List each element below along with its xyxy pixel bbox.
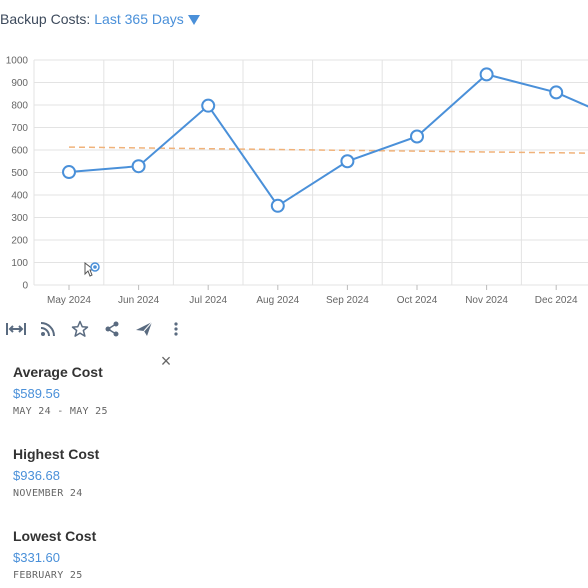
expand-icon[interactable] — [6, 319, 26, 339]
x-tick-label: May 2024 — [47, 295, 91, 306]
data-point[interactable] — [410, 129, 424, 144]
highest-cost-range: NOVEMBER 24 — [13, 488, 83, 499]
average-cost-value: $589.56 — [13, 386, 60, 401]
y-tick-label: 400 — [11, 191, 28, 202]
data-point[interactable] — [62, 165, 76, 180]
send-icon[interactable] — [134, 319, 154, 339]
mouse-cursor-icon — [84, 261, 102, 285]
chart-toolbar — [6, 318, 186, 340]
y-tick-label: 0 — [22, 281, 28, 292]
y-tick-label: 100 — [11, 258, 28, 269]
y-tick-label: 700 — [11, 123, 28, 134]
average-cost-range: MAY 24 - MAY 25 — [13, 406, 108, 417]
close-icon[interactable]: × — [160, 351, 172, 371]
x-tick-label: Aug 2024 — [256, 295, 299, 306]
average-cost-stat: Average Cost $589.56 MAY 24 - MAY 25 — [13, 364, 108, 417]
header-title: Backup Costs: — [0, 11, 91, 27]
data-point[interactable] — [340, 154, 355, 169]
data-point[interactable] — [270, 198, 285, 213]
share-icon[interactable] — [102, 319, 122, 339]
y-tick-label: 1000 — [6, 56, 29, 67]
lowest-cost-label: Lowest Cost — [13, 528, 97, 544]
x-tick-label: Jul 2024 — [189, 295, 227, 306]
y-tick-label: 800 — [11, 101, 28, 112]
highest-cost-label: Highest Cost — [13, 446, 100, 462]
lowest-cost-stat: Lowest Cost $331.60 FEBRUARY 25 — [13, 528, 96, 581]
y-tick-label: 200 — [11, 236, 28, 247]
series-line — [68, 73, 588, 208]
x-tick-label: Jun 2024 — [118, 295, 160, 306]
trend-line — [68, 146, 588, 154]
filter-icon[interactable] — [187, 15, 200, 25]
y-axis-ticks: 0 100 200 300 400 500 600 700 800 900 1000 — [6, 56, 29, 292]
cost-line-chart: 0 100 200 300 400 500 600 700 800 900 1000 May 202… — [6, 56, 588, 306]
y-tick-label: 300 — [11, 213, 28, 224]
x-tick-label: Dec 2024 — [535, 295, 578, 306]
y-tick-label: 900 — [11, 78, 28, 89]
average-cost-label: Average Cost — [13, 364, 103, 380]
x-tick-label: Nov 2024 — [465, 295, 508, 306]
data-point[interactable] — [479, 67, 494, 82]
data-point[interactable] — [549, 85, 564, 100]
chart-grid — [33, 59, 588, 286]
chart-header: Backup Costs: Last 365 Days — [0, 11, 200, 31]
y-tick-label: 500 — [11, 168, 28, 179]
highest-cost-stat: Highest Cost $936.68 NOVEMBER 24 — [13, 446, 99, 499]
more-icon[interactable] — [166, 319, 186, 339]
lowest-cost-value: $331.60 — [13, 550, 60, 565]
x-axis-ticks: May 2024 Jun 2024 Jul 2024 Aug 2024 Sep 2024… — [47, 285, 578, 306]
lowest-cost-range: FEBRUARY 25 — [13, 570, 83, 581]
data-point[interactable] — [131, 159, 146, 174]
x-tick-label: Sep 2024 — [326, 295, 369, 306]
x-tick-label: Oct 2024 — [397, 295, 438, 306]
data-point[interactable] — [201, 98, 216, 113]
highest-cost-value: $936.68 — [13, 468, 60, 483]
y-tick-label: 600 — [11, 146, 28, 157]
star-icon[interactable] — [70, 319, 90, 339]
period-dropdown[interactable]: Last 365 Days — [94, 11, 184, 27]
data-points — [62, 67, 564, 213]
rss-icon[interactable] — [38, 319, 58, 339]
